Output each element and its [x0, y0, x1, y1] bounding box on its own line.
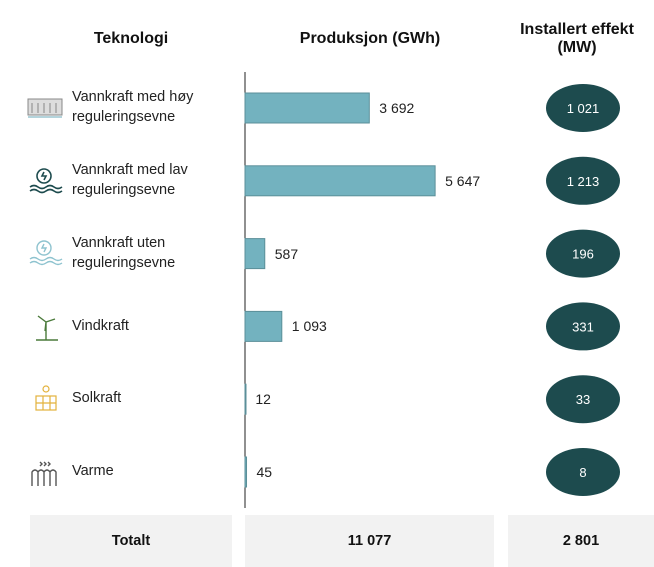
bar: [244, 456, 248, 488]
value-label: 1 093: [291, 318, 327, 335]
category-label: Solkraft: [72, 390, 122, 407]
capacity-marker: [546, 156, 620, 205]
capacity-marker: [546, 229, 620, 278]
capacity-label: 1 213: [567, 174, 600, 189]
icon-heat: [31, 461, 57, 486]
bar: [244, 92, 370, 124]
category-label: Vannkraft uten reguleringsevne: [72, 235, 176, 271]
capacity-label: 331: [572, 319, 594, 334]
category-label: Vannkraft med lav reguleringsevne: [72, 162, 188, 198]
total-label: Totalt: [30, 515, 232, 567]
icon-hydro-high: [27, 98, 63, 118]
column-header: Installert effekt (MW): [520, 21, 634, 56]
bar: [244, 310, 283, 342]
total-production: 11 077: [245, 515, 494, 567]
category-label: Vannkraft med høy reguleringsevne: [72, 89, 194, 125]
capacity-marker: [546, 302, 620, 351]
capacity-label: 8: [579, 465, 586, 480]
value-label: 587: [274, 245, 299, 262]
value-label: 3 692: [379, 100, 415, 116]
value-label: 12: [255, 391, 271, 408]
capacity-marker: [546, 448, 620, 496]
column-header: Teknologi: [93, 30, 169, 47]
capacity-marker: [546, 84, 620, 132]
category-label: Vindkraft: [72, 317, 129, 334]
icon-solar: [35, 385, 57, 411]
total-capacity: 2 801: [508, 515, 654, 567]
category-label: Varme: [72, 463, 114, 480]
icon-wind: [36, 315, 58, 341]
icon-hydro-low: [29, 168, 63, 194]
column-header: Produksjon (GWh): [299, 30, 441, 47]
capacity-label: 33: [576, 392, 590, 407]
bar: [244, 383, 247, 415]
capacity-label: 1 021: [567, 101, 600, 116]
bar: [244, 165, 436, 197]
value-label: 5 647: [445, 172, 481, 189]
capacity-label: 196: [572, 247, 594, 262]
bar: [244, 238, 266, 270]
icon-hydro-none: [29, 240, 63, 266]
value-label: 45: [256, 464, 273, 480]
capacity-marker: [546, 375, 620, 424]
